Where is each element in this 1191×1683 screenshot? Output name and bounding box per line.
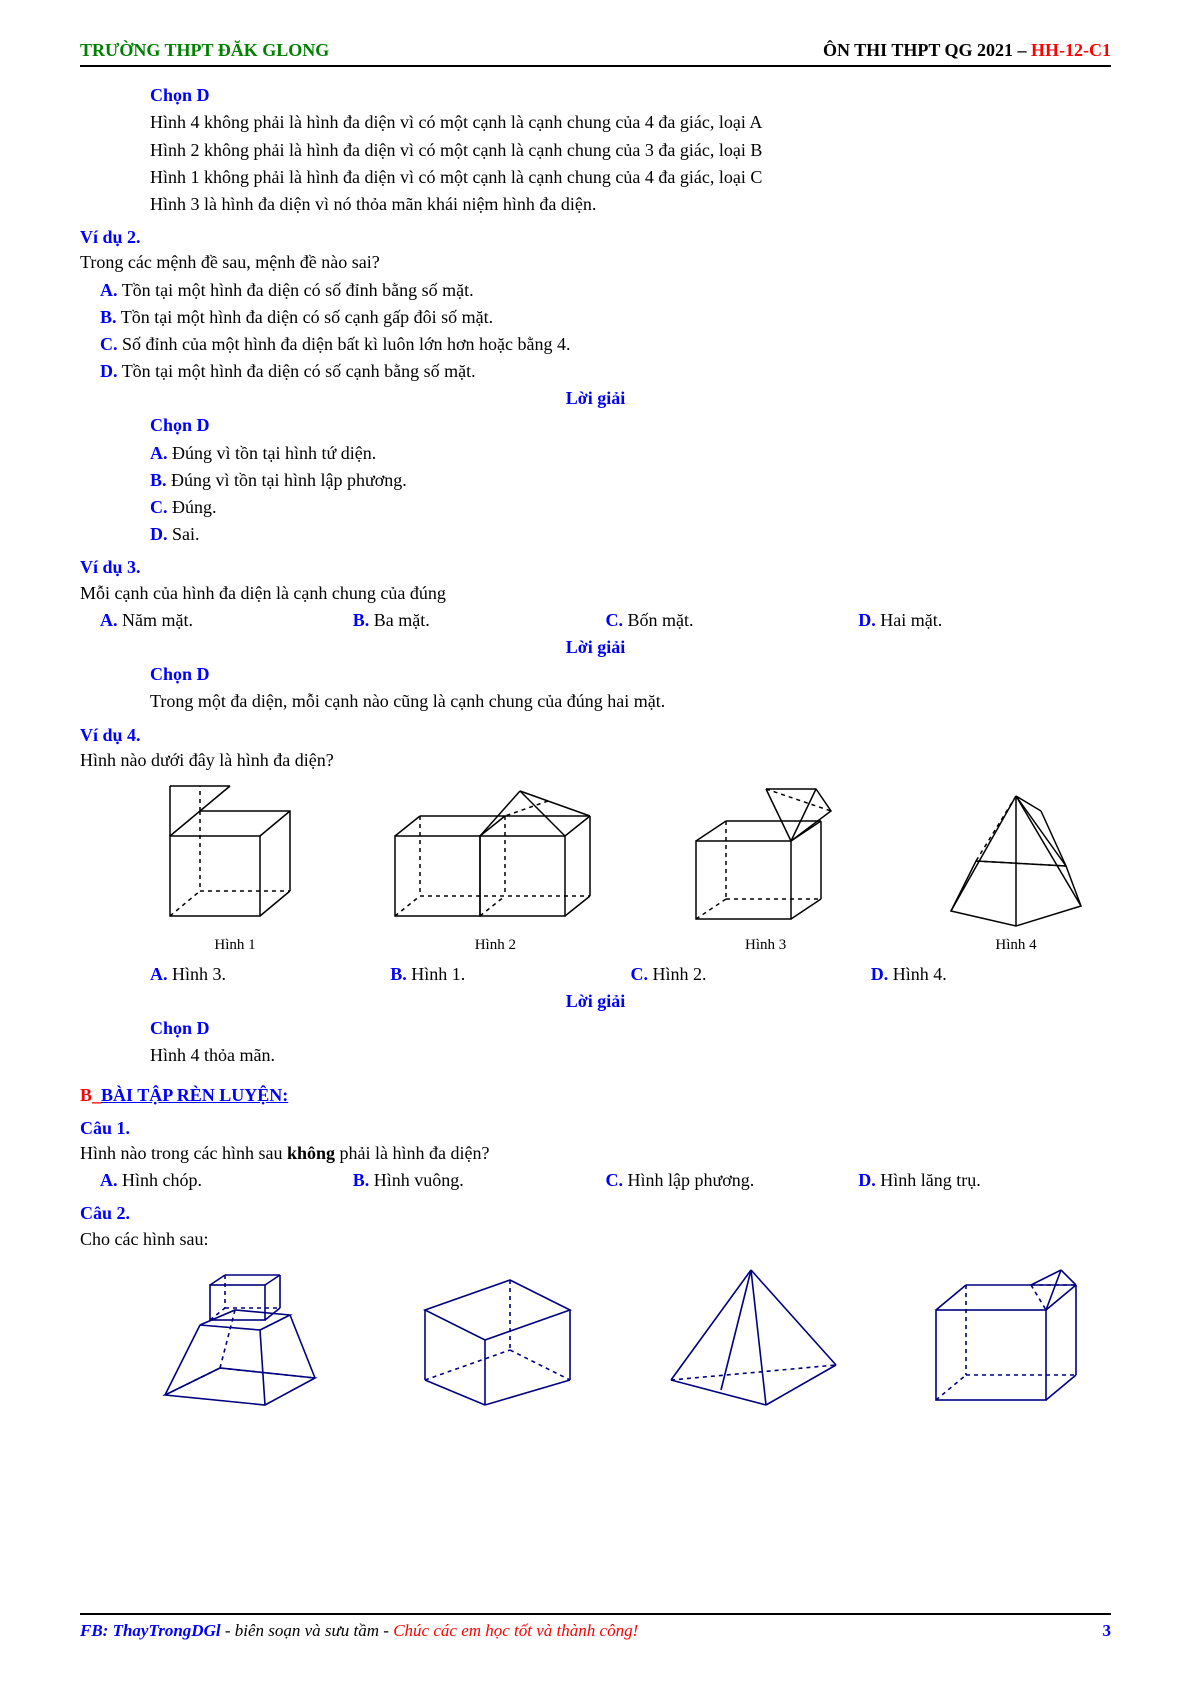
vd4-opt-b: B. Hình 1. — [390, 962, 630, 987]
vd4-chon: Chọn D — [150, 1016, 1111, 1041]
vd4-fig-4-cap: Hình 4 — [921, 935, 1111, 956]
cau2-block: Câu 2. Cho các hình sau: — [80, 1201, 1111, 1409]
vd4-opt-c: C. Hình 2. — [631, 962, 871, 987]
cau1-opt-row: A. Hình chóp. B. Hình vuông. C. Hình lập… — [100, 1168, 1111, 1193]
page-header: TRƯỜNG THPT ĐĂK GLONG ÔN THI THPT QG 202… — [80, 38, 1111, 67]
cau2-fig-row — [150, 1260, 1111, 1410]
vd3-expl: Trong một đa diện, mỗi cạnh nào cũng là … — [150, 689, 1111, 714]
vd2-label: Ví dụ 2. — [80, 225, 156, 250]
vd4-fig-1: Hình 1 — [150, 781, 320, 956]
vd2-loigiai: Lời giải — [80, 386, 1111, 411]
vd2-opt-a-text: Tồn tại một hình đa diện có số đỉnh bằng… — [122, 280, 474, 300]
footer-mid: - biên soạn và sưu tầm - — [221, 1621, 394, 1640]
intro-line-1: Hình 2 không phải là hình đa diện vì có … — [150, 138, 1111, 163]
vd4-fig-2-cap: Hình 2 — [380, 935, 610, 956]
vd4-opt-d: D. Hình 4. — [871, 962, 1111, 987]
header-right: ÔN THI THPT QG 2021 – HH-12-C1 — [823, 38, 1111, 63]
vd2-opt-d-text: Tồn tại một hình đa diện có số cạnh bằng… — [122, 361, 476, 381]
cau2-fig-1 — [150, 1260, 330, 1410]
vd2-opt-b-text: Tồn tại một hình đa diện có số cạnh gấp … — [121, 307, 493, 327]
vd2-expl-b: B. Đúng vì tồn tại hình lập phương. — [150, 468, 1111, 493]
cau2-question: Cho các hình sau: — [80, 1227, 1031, 1252]
section-b-prefix: B_ — [80, 1085, 101, 1105]
vd4-expl: Hình 4 thỏa mãn. — [150, 1043, 1111, 1068]
vd4-loigiai: Lời giải — [80, 989, 1111, 1014]
header-right-black: ÔN THI THPT QG 2021 – — [823, 40, 1031, 60]
cau2-label: Câu 2. — [80, 1201, 156, 1226]
cau1-question: Hình nào trong các hình sau không phải l… — [80, 1141, 1031, 1166]
cau1-opt-c: C. Hình lập phương. — [606, 1168, 859, 1193]
intro-line-2: Hình 1 không phải là hình đa diện vì có … — [150, 165, 1111, 190]
cau1-block: Câu 1. Hình nào trong các hình sau không… — [80, 1116, 1111, 1194]
vd2-opt-c: C. Số đỉnh của một hình đa diện bất kì l… — [100, 332, 1111, 357]
vd2-opt-a: A. Tồn tại một hình đa diện có số đỉnh b… — [100, 278, 1111, 303]
vd4-opt-row: A. Hình 3. B. Hình 1. C. Hình 2. D. Hình… — [150, 962, 1111, 987]
vd2-expl-a: A. Đúng vì tồn tại hình tứ diện. — [150, 441, 1111, 466]
vd3-opt-c: C. Bốn mặt. — [606, 608, 859, 633]
vd3-loigiai: Lời giải — [80, 635, 1111, 660]
vd2-opt-c-text: Số đỉnh của một hình đa diện bất kì luôn… — [122, 334, 570, 354]
vd3-opt-row: A. Năm mặt. B. Ba mặt. C. Bốn mặt. D. Ha… — [100, 608, 1111, 633]
vd3-question: Mỗi cạnh của hình đa diện là cạnh chung … — [80, 581, 1031, 606]
cau2-fig-3 — [651, 1260, 851, 1410]
intro-line-0: Hình 4 không phải là hình đa diện vì có … — [150, 110, 1111, 135]
section-b-title: BÀI TẬP RÈN LUYỆN: — [101, 1085, 288, 1105]
vd4-block: Ví dụ 4. Hình nào dưới đây là hình đa di… — [80, 723, 1111, 1069]
vd4-fig-2: Hình 2 — [380, 781, 610, 956]
vd2-block: Ví dụ 2. Trong các mệnh đề sau, mệnh đề … — [80, 225, 1111, 547]
footer-fb: FB: ThayTrongDGl — [80, 1621, 221, 1640]
cau2-fig-4 — [911, 1260, 1111, 1410]
vd4-label: Ví dụ 4. — [80, 723, 156, 748]
cau1-opt-d: D. Hình lăng trụ. — [858, 1168, 1111, 1193]
intro-chon: Chọn D — [150, 83, 1111, 108]
vd3-opt-a: A. Năm mặt. — [100, 608, 353, 633]
vd4-question: Hình nào dưới đây là hình đa diện? — [80, 748, 1031, 773]
vd2-opt-d: D. Tồn tại một hình đa diện có số cạnh b… — [100, 359, 1111, 384]
vd4-fig-row: Hình 1 — [150, 781, 1111, 956]
vd3-block: Ví dụ 3. Mỗi cạnh của hình đa diện là cạ… — [80, 555, 1111, 714]
vd4-fig-4: Hình 4 — [921, 781, 1111, 956]
vd2-expl-d: D. Sai. — [150, 522, 1111, 547]
vd4-opt-a: A. Hình 3. — [150, 962, 390, 987]
cau2-fig-2 — [390, 1260, 590, 1410]
footer-pageno: 3 — [1103, 1619, 1112, 1643]
cau1-opt-b: B. Hình vuông. — [353, 1168, 606, 1193]
intro-line-3: Hình 3 là hình đa diện vì nó thỏa mãn kh… — [150, 192, 1111, 217]
vd4-fig-3: Hình 3 — [671, 781, 861, 956]
vd4-fig-1-cap: Hình 1 — [150, 935, 320, 956]
header-right-red: HH-12-C1 — [1031, 40, 1111, 60]
cau1-opt-a: A. Hình chóp. — [100, 1168, 353, 1193]
cau1-label: Câu 1. — [80, 1116, 156, 1141]
vd3-opt-d: D. Hai mặt. — [858, 608, 1111, 633]
vd2-expl-c: C. Đúng. — [150, 495, 1111, 520]
page-footer: FB: ThayTrongDGl - biên soạn và sưu tầm … — [80, 1613, 1111, 1643]
header-left: TRƯỜNG THPT ĐĂK GLONG — [80, 38, 329, 63]
section-b-head: B_BÀI TẬP RÈN LUYỆN: — [80, 1083, 1111, 1108]
vd4-fig-3-cap: Hình 3 — [671, 935, 861, 956]
intro-block: Chọn D Hình 4 không phải là hình đa diện… — [80, 83, 1111, 217]
footer-wish: Chúc các em học tốt và thành công! — [393, 1621, 638, 1640]
vd2-chon: Chọn D — [150, 413, 1111, 438]
vd2-question: Trong các mệnh đề sau, mệnh đề nào sai? — [80, 250, 1031, 275]
vd3-chon: Chọn D — [150, 662, 1111, 687]
footer-left: FB: ThayTrongDGl - biên soạn và sưu tầm … — [80, 1619, 638, 1643]
vd3-label: Ví dụ 3. — [80, 555, 156, 580]
vd2-opt-b: B. Tồn tại một hình đa diện có số cạnh g… — [100, 305, 1111, 330]
vd3-opt-b: B. Ba mặt. — [353, 608, 606, 633]
